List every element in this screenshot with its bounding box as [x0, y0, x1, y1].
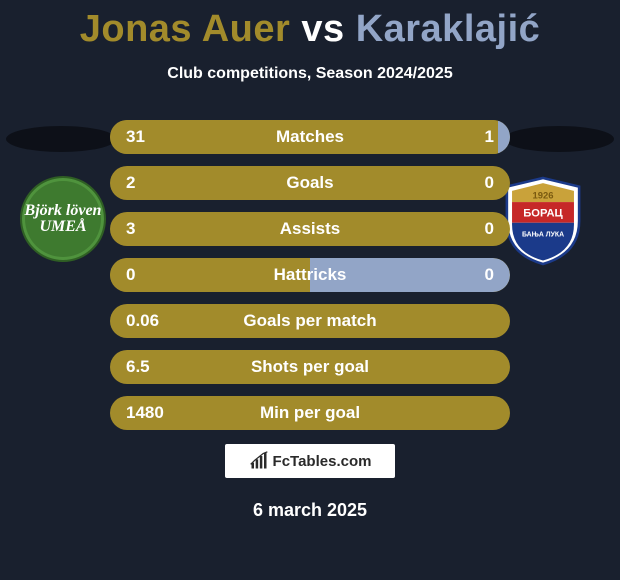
stat-label: Goals — [110, 173, 510, 193]
subtitle: Club competitions, Season 2024/2025 — [0, 65, 620, 83]
stat-row: 0.06Goals per match — [110, 304, 510, 338]
stat-right-value: 0 — [485, 219, 494, 239]
player2-shadow — [504, 126, 614, 152]
stat-label: Goals per match — [110, 311, 510, 331]
player1-club-badge: Björk löven UMEÅ — [20, 176, 120, 266]
chart-icon — [249, 451, 269, 471]
stat-right-value: 0 — [485, 173, 494, 193]
player2-club-badge: 1926 БОРАЦ БАЊА ЛУКА — [500, 176, 600, 266]
stat-row: 1480Min per goal — [110, 396, 510, 430]
stat-row: 6.5Shots per goal — [110, 350, 510, 384]
player1-shadow — [6, 126, 116, 152]
comparison-date: 6 march 2025 — [0, 500, 620, 521]
stat-row: 0Hattricks0 — [110, 258, 510, 292]
stat-row: 31Matches1 — [110, 120, 510, 154]
club-badge-left-text: Björk löven UMEÅ — [22, 203, 104, 235]
stat-label: Hattricks — [110, 265, 510, 285]
player1-name: Jonas Auer — [80, 8, 291, 50]
stat-right-value: 0 — [485, 265, 494, 285]
player2-name: Karaklajić — [356, 8, 541, 50]
stat-row: 3Assists0 — [110, 212, 510, 246]
badge-bottom-text: БАЊА ЛУКА — [522, 231, 564, 238]
stat-label: Shots per goal — [110, 357, 510, 377]
badge-year: 1926 — [532, 191, 553, 202]
vs-separator: vs — [301, 8, 344, 50]
stats-container: 31Matches12Goals03Assists00Hattricks00.0… — [110, 120, 510, 442]
site-name: FcTables.com — [273, 453, 372, 470]
stat-label: Matches — [110, 127, 510, 147]
badge-top-text: БОРАЦ — [523, 208, 563, 220]
club-badge-right-icon: 1926 БОРАЦ БАЊА ЛУКА — [500, 176, 586, 266]
stat-right-value: 1 — [485, 127, 494, 147]
stat-label: Min per goal — [110, 403, 510, 423]
stat-row: 2Goals0 — [110, 166, 510, 200]
stat-label: Assists — [110, 219, 510, 239]
fctables-logo: FcTables.com — [225, 444, 395, 478]
comparison-title: Jonas Auer vs Karaklajić — [0, 0, 620, 51]
club-badge-left-icon: Björk löven UMEÅ — [20, 176, 106, 262]
